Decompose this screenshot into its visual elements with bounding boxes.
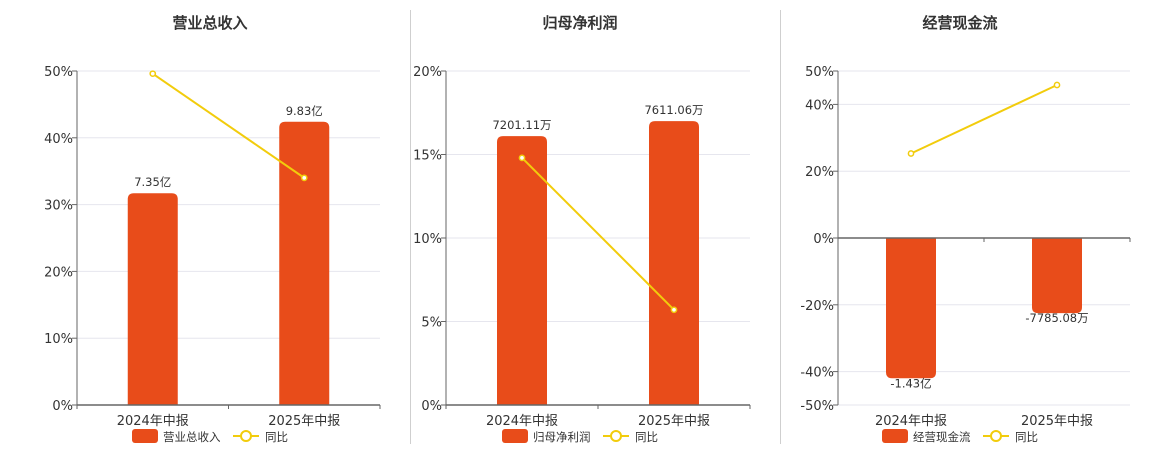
yoy-line xyxy=(910,84,1058,155)
chart-title: 营业总收入 xyxy=(172,14,247,32)
y-tick-label: 20% xyxy=(44,265,73,280)
legend-line-marker xyxy=(240,430,252,442)
yoy-point xyxy=(518,154,526,162)
x-tick-label: 2025年中报 xyxy=(638,414,710,429)
y-tick-label: -50% xyxy=(800,399,834,414)
y-tick-label: 30% xyxy=(44,199,73,214)
yoy-point xyxy=(907,150,915,157)
y-tick-label: 50% xyxy=(44,65,73,80)
chart-1: 营业总收入 0% 10% 20% 30% 40% 50% 7.35亿 9.83亿 2024年中报 2… xyxy=(44,14,381,444)
y-tick-label: 40% xyxy=(805,98,834,113)
legend-bar-label: 经营现金流 xyxy=(913,430,971,444)
y-tick-label: 0% xyxy=(421,399,442,414)
chart-title: 归母净利润 xyxy=(542,14,617,32)
bar-data-label: 7201.11万 xyxy=(492,118,551,132)
yoy-point xyxy=(670,306,678,314)
bar xyxy=(497,136,547,405)
legend-line-label: 同比 xyxy=(635,430,658,444)
yoy-line xyxy=(521,157,675,311)
bar-data-label: -1.43亿 xyxy=(890,376,931,390)
legend-bar-swatch xyxy=(132,429,158,443)
bar-data-label: 7611.06万 xyxy=(644,103,703,117)
y-tick-label: -40% xyxy=(800,366,834,381)
legend-line-label: 同比 xyxy=(1015,430,1038,444)
legend-line-marker xyxy=(610,430,622,442)
bar xyxy=(649,121,699,405)
yoy-point xyxy=(149,70,157,78)
bar xyxy=(127,193,178,405)
y-tick-label: 0% xyxy=(813,232,834,247)
legend-bar-swatch xyxy=(882,429,908,443)
yoy-line xyxy=(152,72,305,179)
y-tick-label: 20% xyxy=(413,65,442,80)
x-tick-label: 2025年中报 xyxy=(1021,414,1093,429)
y-tick-label: 50% xyxy=(805,65,834,80)
bar-data-label: 9.83亿 xyxy=(286,104,323,118)
x-tick-label: 2024年中报 xyxy=(486,414,558,429)
x-tick-label: 2024年中报 xyxy=(117,414,189,429)
bar xyxy=(279,121,330,405)
legend-bar-label: 归母净利润 xyxy=(533,430,591,444)
legend-line-label: 同比 xyxy=(265,430,288,444)
bar-data-label: 7.35亿 xyxy=(134,175,171,189)
yoy-point xyxy=(1053,81,1061,89)
chart-2: 归母净利润 0% 5% 10% 15% 20% 7201.11万 7611.06万 2024年中… xyxy=(413,14,751,444)
x-tick-label: 2025年中报 xyxy=(268,414,340,429)
legend-line-marker xyxy=(990,430,1002,442)
y-tick-label: 0% xyxy=(52,399,73,414)
panel-divider-1 xyxy=(410,10,411,444)
y-tick-label: 40% xyxy=(44,132,73,147)
y-tick-label: 5% xyxy=(421,316,442,331)
panel-divider-2 xyxy=(780,10,781,444)
yoy-point xyxy=(300,174,308,182)
chart-title: 经营现金流 xyxy=(922,14,997,32)
y-tick-label: -20% xyxy=(800,299,834,314)
y-tick-label: 20% xyxy=(805,165,834,180)
bar-data-label: -7785.08万 xyxy=(1025,311,1088,325)
y-tick-label: 15% xyxy=(413,149,442,164)
bar xyxy=(1032,238,1082,314)
legend-bar-label: 营业总收入 xyxy=(163,430,221,444)
legend-bar-swatch xyxy=(502,429,528,443)
y-tick-label: 10% xyxy=(413,232,442,247)
bar xyxy=(886,238,936,379)
chart-3: 经营现金流 -50% -40% -20% 0% 20% 40% 50% -1.43亿 -7785.… xyxy=(800,14,1131,444)
y-tick-label: 10% xyxy=(44,332,73,347)
x-tick-label: 2024年中报 xyxy=(875,414,947,429)
